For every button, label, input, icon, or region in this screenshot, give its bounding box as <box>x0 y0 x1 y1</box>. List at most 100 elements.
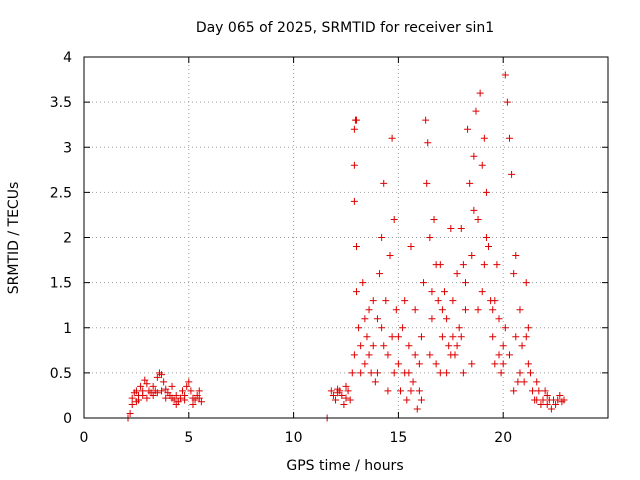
data-point <box>482 188 490 196</box>
data-point <box>376 270 384 278</box>
data-point <box>176 394 184 402</box>
x-axis-title: GPS time / hours <box>286 458 403 474</box>
data-point <box>478 288 486 296</box>
data-point <box>415 387 423 395</box>
data-point <box>179 387 187 395</box>
data-point <box>407 387 415 395</box>
y-tick-label: 3.5 <box>50 95 72 111</box>
data-point <box>491 360 499 368</box>
data-point <box>187 387 195 395</box>
data-point <box>172 391 180 399</box>
data-point <box>185 378 193 386</box>
data-point <box>195 387 203 395</box>
data-point <box>181 396 189 404</box>
data-point <box>153 389 161 397</box>
data-point <box>453 342 461 350</box>
data-point <box>380 179 388 187</box>
data-point <box>415 360 423 368</box>
data-point <box>537 400 545 408</box>
data-point <box>392 306 400 314</box>
data-point <box>340 400 348 408</box>
data-point <box>411 351 419 359</box>
data-point <box>359 279 367 287</box>
data-point <box>426 351 434 359</box>
y-tick-label: 3 <box>63 140 72 156</box>
data-point <box>352 243 360 251</box>
y-tick-label: 0.5 <box>50 366 72 382</box>
data-point <box>436 369 444 377</box>
data-point <box>420 279 428 287</box>
data-point <box>350 197 358 205</box>
data-point <box>423 179 431 187</box>
data-point <box>350 351 358 359</box>
data-point <box>508 170 516 178</box>
data-point <box>132 398 140 406</box>
data-point <box>405 369 413 377</box>
data-point <box>453 270 461 278</box>
y-axis-title: SRMTID / TECUs <box>6 182 22 295</box>
data-point <box>158 371 166 379</box>
x-tick-label: 20 <box>494 430 512 446</box>
data-point <box>522 279 530 287</box>
data-point <box>128 400 136 408</box>
data-point <box>482 234 490 241</box>
data-point <box>466 179 474 187</box>
data-point <box>168 382 176 390</box>
data-point <box>464 125 472 133</box>
data-point <box>367 369 375 377</box>
data-point <box>474 306 482 314</box>
data-point <box>499 360 507 368</box>
data-point <box>373 369 381 377</box>
data-point <box>489 333 497 341</box>
data-point <box>396 387 404 395</box>
y-tick-label: 2 <box>63 231 72 247</box>
data-point <box>510 270 518 278</box>
data-point <box>373 315 381 323</box>
data-point <box>438 333 446 341</box>
x-tick-label: 10 <box>285 430 303 446</box>
data-point <box>369 297 377 305</box>
data-point <box>401 297 409 305</box>
data-point <box>409 378 417 386</box>
data-point <box>346 396 354 404</box>
y-tick-label: 4 <box>63 50 72 66</box>
data-point <box>449 297 457 305</box>
data-point <box>539 396 547 404</box>
data-point <box>428 315 436 323</box>
data-point <box>143 394 151 402</box>
data-point <box>160 378 168 386</box>
data-point <box>472 107 480 115</box>
data-point <box>153 373 161 381</box>
data-point <box>149 382 157 390</box>
data-point <box>543 400 551 408</box>
data-point <box>388 134 396 142</box>
data-point <box>541 387 549 395</box>
y-tick-label: 1.5 <box>50 276 72 292</box>
data-point <box>424 139 432 147</box>
data-point <box>501 324 509 332</box>
data-point <box>327 387 335 395</box>
data-point <box>497 369 505 377</box>
data-point <box>524 360 532 368</box>
data-point <box>350 161 358 169</box>
data-point <box>357 342 365 350</box>
data-point <box>365 351 373 359</box>
data-point <box>457 224 465 232</box>
data-point <box>516 369 524 377</box>
data-point <box>128 394 136 402</box>
data-point <box>384 387 392 395</box>
x-tick-label: 5 <box>184 430 193 446</box>
data-point <box>436 261 444 269</box>
data-point <box>529 387 537 395</box>
data-point <box>342 394 350 402</box>
data-point <box>516 306 524 314</box>
data-point <box>388 333 396 341</box>
data-point <box>394 360 402 368</box>
x-tick-label: 15 <box>389 430 407 446</box>
data-point <box>485 243 493 251</box>
data-point <box>457 333 465 341</box>
data-point <box>514 378 522 386</box>
data-point <box>522 333 530 341</box>
data-point <box>411 306 419 314</box>
data-point <box>170 396 178 404</box>
